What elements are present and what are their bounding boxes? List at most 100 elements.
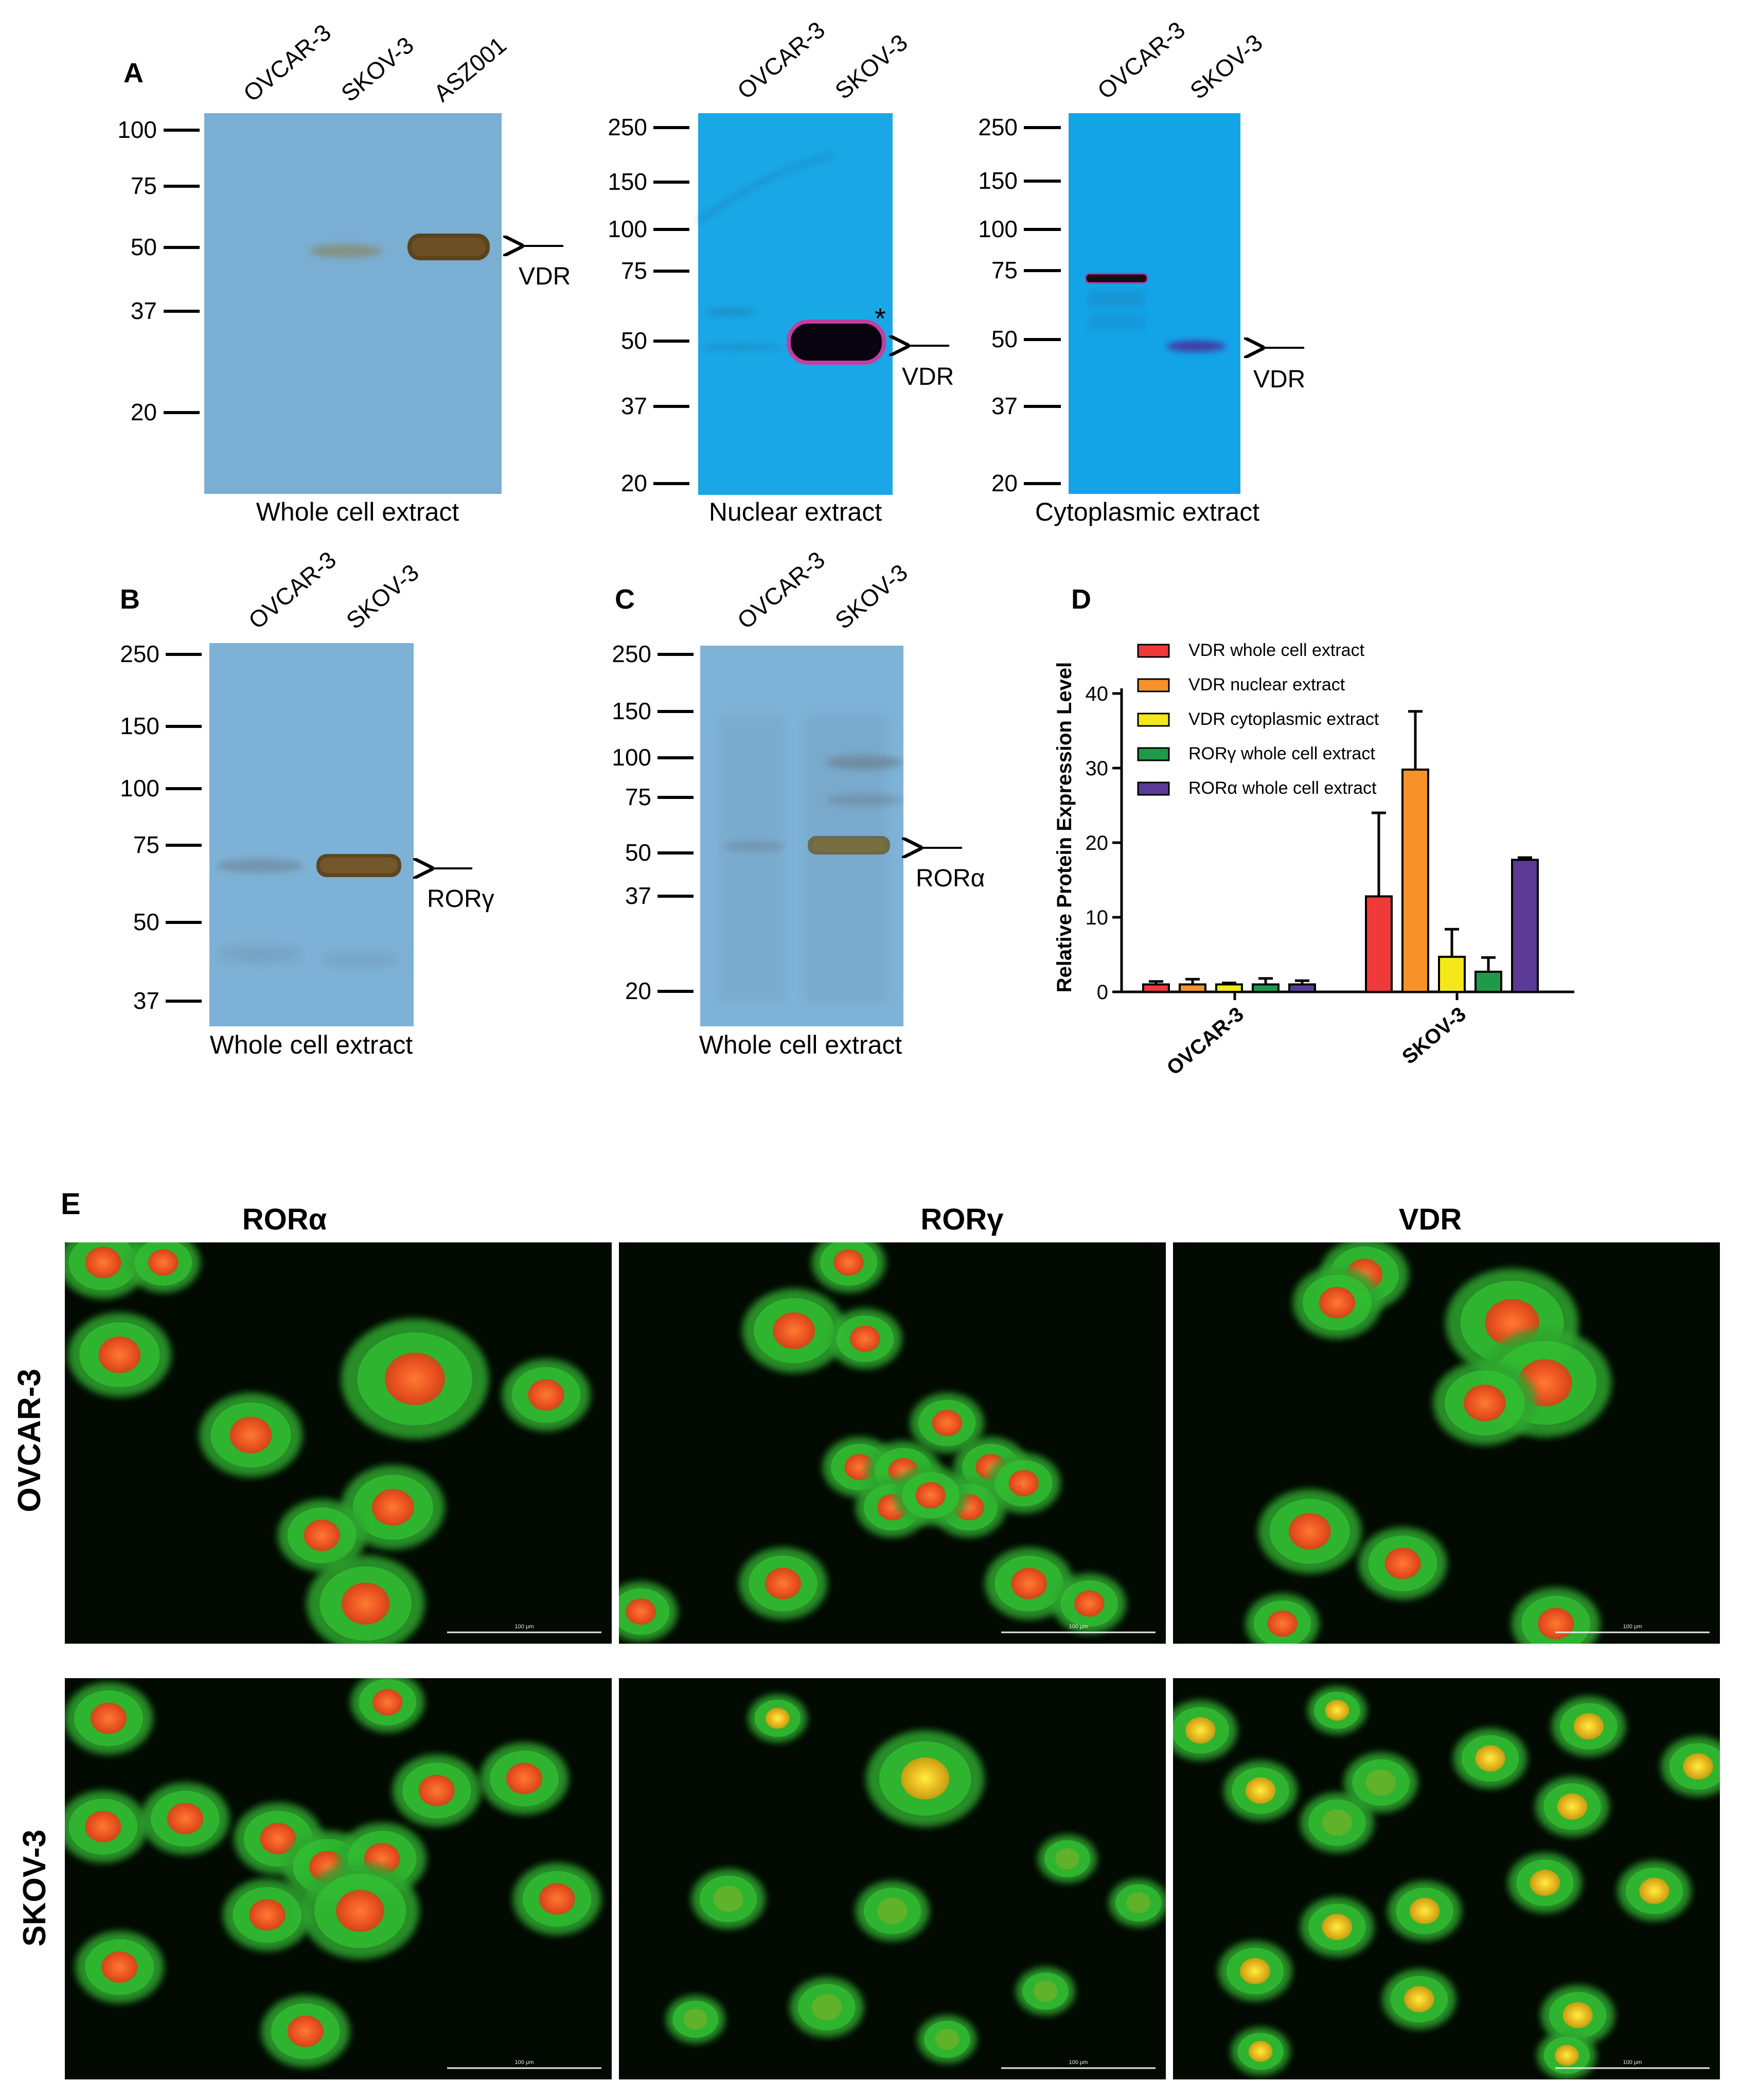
marker-75: 75 bbox=[621, 257, 647, 284]
blot-caption: Whole cell extract bbox=[256, 497, 459, 526]
micrograph-skov3-rorg: 100 μm bbox=[619, 1678, 1166, 2079]
lane-label-skov3: SKOV-3 bbox=[341, 559, 424, 634]
column-header-rora: RORα bbox=[242, 1203, 327, 1236]
cell-nucleus bbox=[1554, 2044, 1579, 2066]
marker-20: 20 bbox=[131, 399, 157, 425]
marker-37: 37 bbox=[131, 297, 157, 324]
cell-nucleus bbox=[1008, 1470, 1039, 1497]
scale-bar-label: 100 μm bbox=[1069, 2059, 1088, 2066]
cell-nucleus bbox=[287, 2015, 324, 2048]
lane-label-ovcar3: OVCAR-3 bbox=[732, 546, 830, 634]
legend-swatch bbox=[1137, 747, 1170, 761]
cell-nucleus bbox=[811, 1994, 842, 2021]
bar-chart: Relative Protein Expression Level 0 10 20 3… bbox=[1053, 640, 1574, 1080]
blot-cytoplasmic-vdr: 250 150 100 75 50 37 20 OVCAR-3 SKOV-3 V… bbox=[978, 16, 1305, 526]
panel-letter-b: B bbox=[120, 584, 140, 615]
row-label-ovcar3: OVCAR-3 bbox=[12, 1368, 47, 1512]
marker-100: 100 bbox=[978, 216, 1018, 242]
cell-nucleus bbox=[1475, 1745, 1505, 1772]
band-skov3-vdr-nuclear bbox=[787, 319, 886, 365]
panel-letter-c: C bbox=[615, 584, 635, 615]
micrograph-skov3-rora: 100 μm bbox=[65, 1678, 612, 2079]
cell-nucleus bbox=[1245, 1777, 1276, 1804]
bar bbox=[1142, 983, 1170, 993]
cell-nucleus bbox=[90, 1702, 127, 1734]
cell-nucleus bbox=[249, 1899, 286, 1931]
cell-nucleus bbox=[683, 2008, 708, 2030]
cell-nucleus bbox=[539, 1883, 575, 1915]
legend-label: VDR whole cell extract bbox=[1188, 640, 1365, 660]
cell-nucleus bbox=[1639, 1877, 1669, 1904]
cell-nucleus bbox=[1322, 1914, 1353, 1941]
legend-label: VDR nuclear extract bbox=[1188, 675, 1345, 695]
blot-membrane bbox=[204, 113, 502, 494]
cell-nucleus bbox=[915, 1482, 946, 1508]
legend-label: RORγ whole cell extract bbox=[1188, 744, 1375, 763]
row-label-skov3: SKOV-3 bbox=[17, 1829, 52, 1946]
cell-nucleus bbox=[713, 1885, 743, 1912]
marker-75: 75 bbox=[131, 172, 157, 199]
marker-50: 50 bbox=[133, 909, 159, 935]
cell-nucleus bbox=[1557, 1793, 1588, 1820]
bar bbox=[1365, 895, 1393, 993]
cell-nucleus bbox=[341, 1582, 390, 1625]
marker-20: 20 bbox=[625, 977, 651, 1004]
micrograph-ovcar3-rora: 100 μm bbox=[65, 1242, 612, 1644]
cell-nucleus bbox=[98, 1336, 141, 1374]
y-tick-label: 30 bbox=[1086, 757, 1109, 780]
arrow-label-vdr: VDR bbox=[1253, 366, 1305, 393]
cell-nucleus bbox=[1248, 2040, 1273, 2062]
cell-nucleus bbox=[85, 1810, 121, 1843]
cell-nucleus bbox=[372, 1689, 403, 1716]
bar bbox=[1511, 859, 1539, 993]
cell-nucleus bbox=[1240, 1957, 1270, 1984]
cell-nucleus bbox=[1325, 1699, 1349, 1721]
marker-100: 100 bbox=[608, 216, 647, 242]
scale-bar-label: 100 μm bbox=[515, 1624, 534, 1630]
blot-caption: Whole cell extract bbox=[210, 1030, 413, 1059]
scale-bar-label: 100 μm bbox=[1623, 2059, 1642, 2066]
cell-nucleus bbox=[765, 1568, 801, 1599]
marker-250: 250 bbox=[120, 640, 159, 667]
marker-75: 75 bbox=[991, 257, 1018, 283]
marker-150: 150 bbox=[612, 698, 651, 724]
marker-37: 37 bbox=[621, 393, 647, 419]
lane-label-skov3: SKOV-3 bbox=[336, 31, 419, 107]
band-ovcar3-cyto bbox=[1085, 273, 1148, 284]
micrograph-skov3-vdr: 100 μm bbox=[1173, 1678, 1720, 2079]
marker-20: 20 bbox=[991, 470, 1018, 496]
micrograph-ovcar3-rorg: 100 μm bbox=[619, 1242, 1166, 1644]
marker-100: 100 bbox=[117, 116, 157, 143]
cell-nucleus bbox=[877, 1897, 908, 1924]
cell-nucleus bbox=[1365, 1769, 1396, 1796]
cell-nucleus bbox=[528, 1379, 564, 1411]
cell-nucleus bbox=[1409, 1897, 1440, 1924]
cell-nucleus bbox=[1562, 2002, 1593, 2028]
panel-letter-e: E bbox=[61, 1187, 81, 1221]
legend-label: VDR cytoplasmic extract bbox=[1188, 709, 1379, 729]
scale-bar-label: 100 μm bbox=[515, 2059, 534, 2066]
cell-nucleus bbox=[1011, 1568, 1047, 1599]
marker-100: 100 bbox=[612, 744, 651, 771]
marker-50: 50 bbox=[131, 234, 157, 260]
cell-nucleus bbox=[229, 1416, 272, 1454]
cell-nucleus bbox=[1185, 1717, 1216, 1743]
lane-label-ovcar3: OVCAR-3 bbox=[1092, 16, 1190, 104]
bar bbox=[1252, 983, 1280, 993]
blot-caption: Whole cell extract bbox=[699, 1030, 902, 1059]
cell-nucleus bbox=[1267, 1610, 1298, 1637]
arrow-label-rorg: RORγ bbox=[427, 885, 494, 913]
cell-nucleus bbox=[1573, 1713, 1604, 1740]
cell-nucleus bbox=[506, 1763, 542, 1794]
cell-nucleus bbox=[304, 1519, 340, 1552]
y-tick-label: 0 bbox=[1097, 981, 1108, 1004]
legend-swatch bbox=[1137, 644, 1170, 658]
micrograph-grid: RORα RORγ VDR OVCAR-3 SKOV-3 100 μm 100 μ… bbox=[12, 1203, 1720, 2079]
lane-label-skov3: SKOV-3 bbox=[830, 559, 913, 634]
arrow-label-rora: RORα bbox=[916, 865, 985, 892]
cell-nucleus bbox=[101, 1951, 138, 1983]
legend-swatch bbox=[1137, 713, 1170, 727]
marker-250: 250 bbox=[978, 114, 1018, 140]
y-tick-label: 20 bbox=[1086, 832, 1109, 855]
